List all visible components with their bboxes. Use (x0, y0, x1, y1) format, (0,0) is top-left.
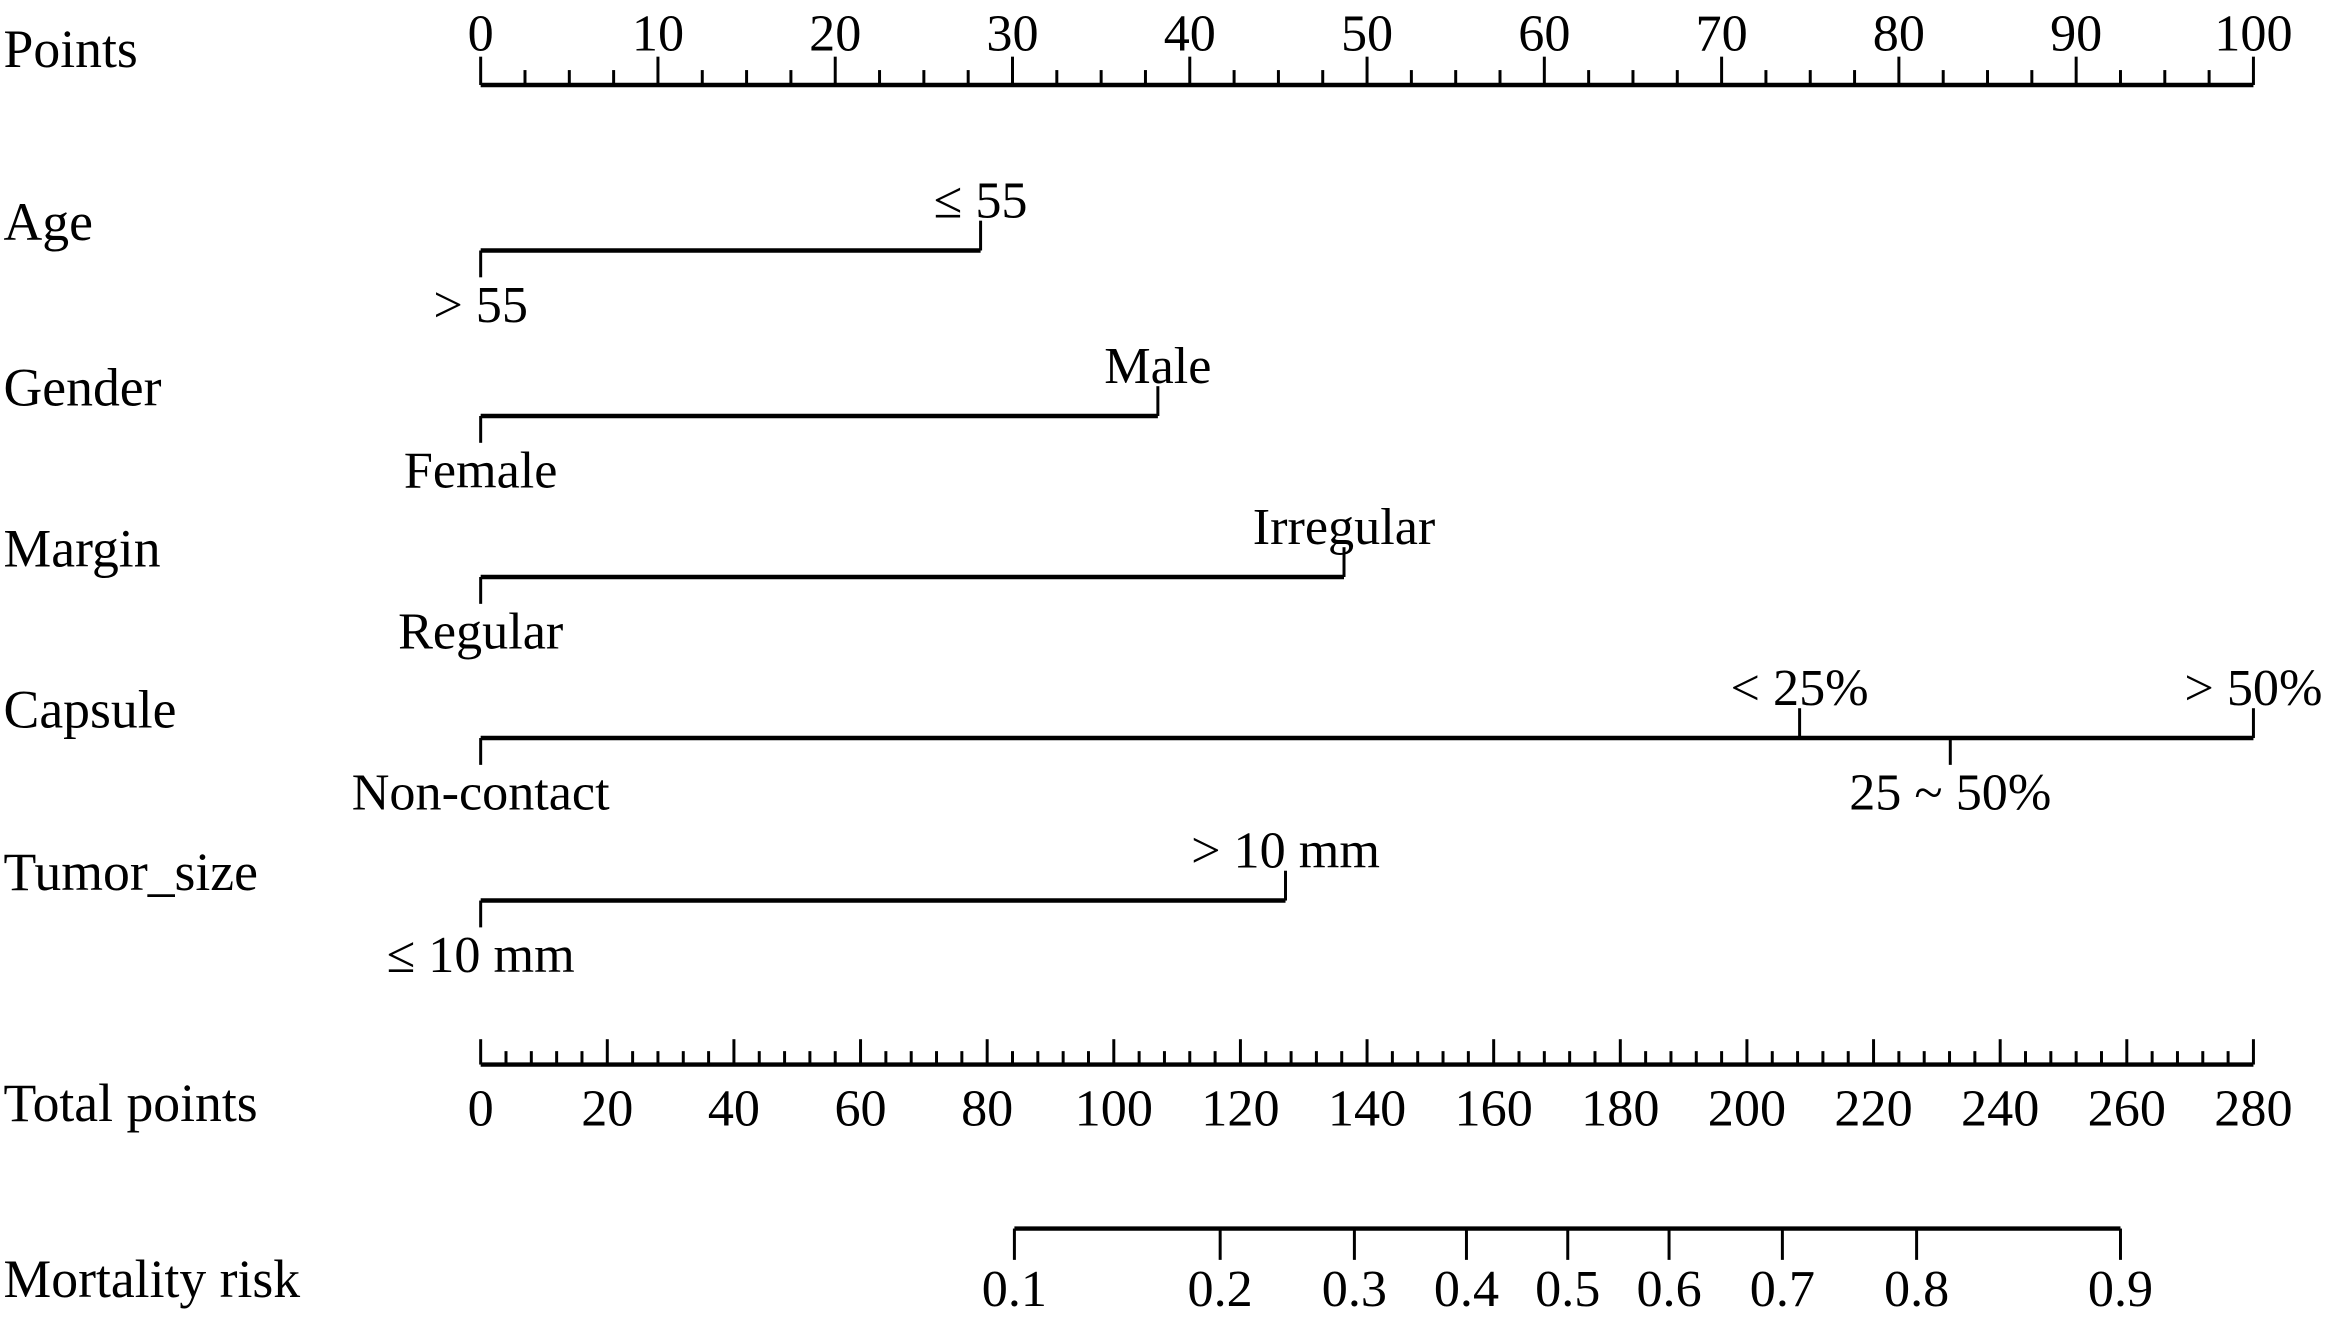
total-points-tick-label: 260 (2088, 1081, 2166, 1138)
points-tick-label: 10 (632, 6, 684, 63)
level-label: > 50% (2184, 660, 2322, 717)
level-label: Female (404, 443, 558, 500)
row-label-margin: Margin (4, 519, 161, 579)
total-points-tick-label: 160 (1455, 1081, 1533, 1138)
total-points-tick-label: 20 (581, 1081, 633, 1138)
row-label-points: Points (4, 19, 138, 79)
risk-tick-label: 0.7 (1750, 1261, 1815, 1318)
points-tick-label: 50 (1341, 6, 1393, 63)
level-label: 25 ~ 50% (1849, 765, 2051, 822)
total-points-tick-label: 80 (961, 1081, 1013, 1138)
total-points-tick-label: 140 (1328, 1081, 1406, 1138)
total-points-tick-label: 240 (1961, 1081, 2039, 1138)
level-label: ≤ 55 (934, 173, 1028, 230)
points-tick-label: 0 (468, 6, 494, 63)
risk-tick-label: 0.3 (1322, 1261, 1387, 1318)
risk-tick-label: 0.6 (1636, 1261, 1701, 1318)
points-tick-label: 60 (1518, 6, 1570, 63)
risk-tick-label: 0.8 (1884, 1261, 1949, 1318)
total-points-tick-label: 0 (468, 1081, 494, 1138)
level-label: > 55 (433, 277, 528, 334)
level-label: ≤ 10 mm (387, 927, 575, 984)
total-points-tick-label: 100 (1075, 1081, 1153, 1138)
level-label: Irregular (1253, 499, 1435, 556)
total-points-tick-label: 200 (1708, 1081, 1786, 1138)
row-label-mortality-risk: Mortality risk (4, 1249, 301, 1309)
row-label-tumor-size: Tumor_size (4, 842, 258, 902)
risk-tick-label: 0.5 (1535, 1261, 1600, 1318)
row-label-gender: Gender (4, 358, 162, 418)
points-tick-label: 40 (1164, 6, 1216, 63)
level-label: < 25% (1731, 660, 1869, 717)
points-tick-label: 30 (986, 6, 1038, 63)
points-tick-label: 20 (809, 6, 861, 63)
level-label: Male (1104, 338, 1211, 395)
total-points-tick-label: 120 (1201, 1081, 1279, 1138)
points-tick-label: 100 (2214, 6, 2292, 63)
level-label: Regular (398, 604, 563, 661)
total-points-tick-label: 60 (834, 1081, 886, 1138)
points-tick-label: 90 (2050, 6, 2102, 63)
points-tick-label: 70 (1696, 6, 1748, 63)
total-points-tick-label: 180 (1581, 1081, 1659, 1138)
risk-tick-label: 0.4 (1434, 1261, 1499, 1318)
row-label-age: Age (4, 192, 93, 252)
risk-tick-label: 0.9 (2088, 1261, 2153, 1318)
total-points-tick-label: 220 (1834, 1081, 1912, 1138)
total-points-tick-label: 280 (2214, 1081, 2292, 1138)
risk-tick-label: 0.1 (982, 1261, 1047, 1318)
total-points-tick-label: 40 (708, 1081, 760, 1138)
row-label-total-points: Total points (4, 1073, 258, 1133)
level-label: > 10 mm (1191, 823, 1380, 880)
points-tick-label: 80 (1873, 6, 1925, 63)
risk-tick-label: 0.2 (1188, 1261, 1253, 1318)
row-label-capsule: Capsule (4, 680, 177, 740)
level-label: Non-contact (352, 765, 610, 822)
